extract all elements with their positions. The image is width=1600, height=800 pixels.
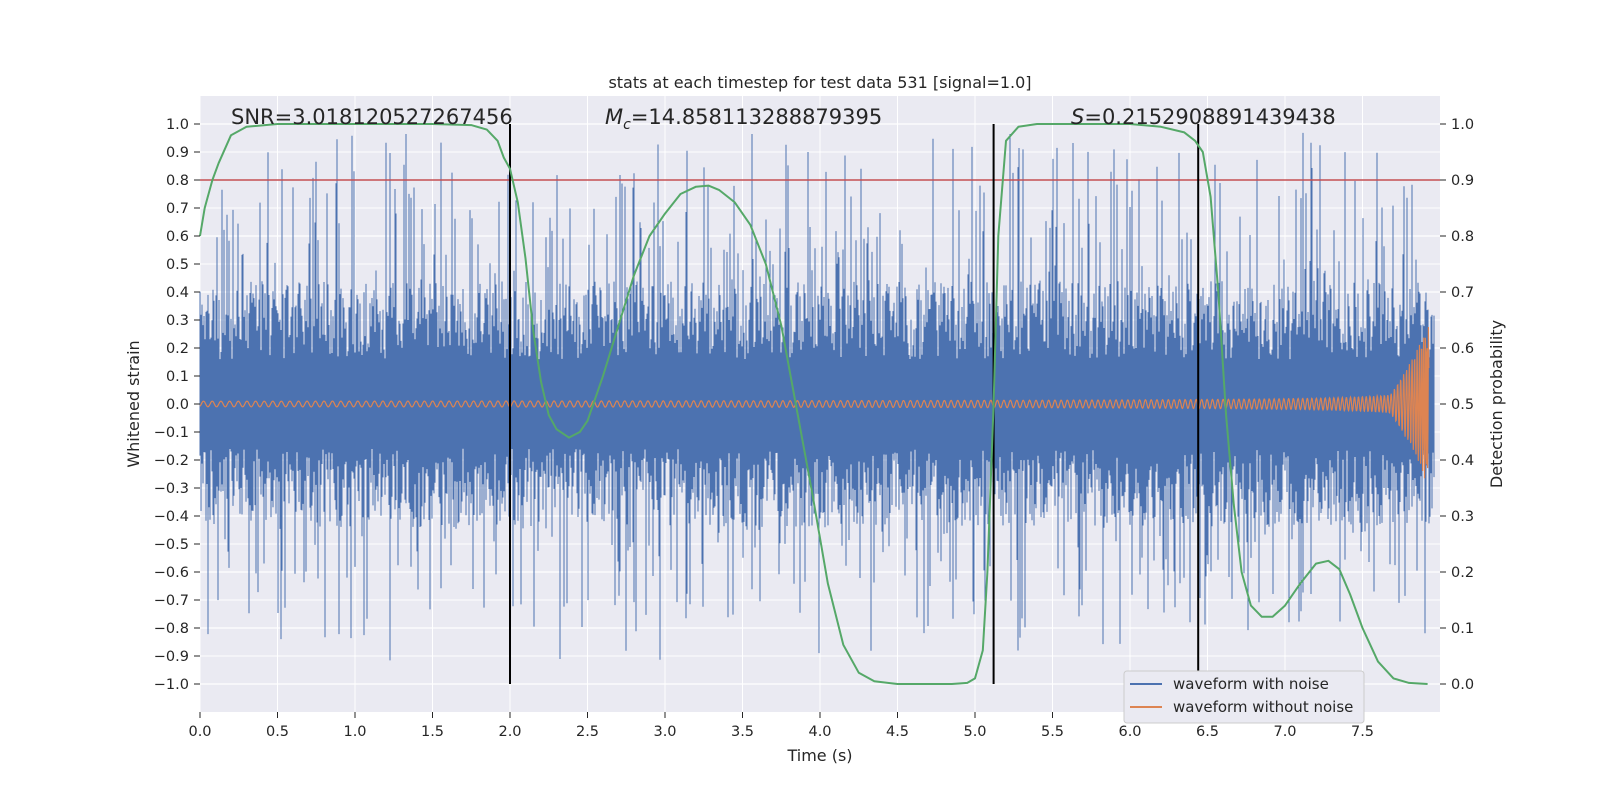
x-tick-label: 7.0	[1273, 724, 1296, 740]
chirp-mass-subscript: c	[623, 117, 631, 133]
y-right-tick-label: 0.8	[1451, 229, 1474, 245]
s-annotation: S=0.2152908891439438	[1071, 105, 1336, 129]
y-left-tick-label: −0.5	[154, 537, 189, 553]
y-left-tick-label: 0.6	[166, 229, 189, 245]
y-axis-label-right: Detection probability	[1487, 320, 1506, 488]
legend-box	[1123, 670, 1365, 724]
noise-waveform-series	[199, 132, 1435, 661]
chirp-mass-value: =14.858113288879395	[631, 105, 882, 129]
y-right-tick-label: 0.1	[1451, 621, 1474, 637]
chirp-mass-symbol: M	[605, 105, 623, 129]
x-tick-label: 3.0	[653, 724, 676, 740]
y-left-tick-label: 0.3	[166, 313, 189, 329]
left-y-axis-ticks: 1.0 0.9 0.8 0.7 0.6 0.5 0.4 0.3 0.2 0.1 0.0 −0.1 −0.…	[154, 117, 200, 693]
x-tick-label: 1.0	[343, 724, 366, 740]
y-left-tick-label: −0.3	[154, 481, 189, 497]
y-left-tick-label: 0.8	[166, 173, 189, 189]
y-left-tick-label: 1.0	[166, 117, 189, 133]
y-left-tick-label: 0.7	[166, 201, 189, 217]
detection-probability-series	[199, 123, 1428, 685]
x-tick-label: 4.5	[886, 724, 909, 740]
x-tick-label: 6.0	[1118, 724, 1141, 740]
x-tick-label: 0.5	[266, 724, 289, 740]
s-value: =0.2152908891439438	[1084, 105, 1335, 129]
y-left-tick-label: −0.1	[154, 425, 189, 441]
x-tick-label: 5.5	[1041, 724, 1064, 740]
x-tick-label: 2.0	[498, 724, 521, 740]
y-left-tick-label: 0.2	[166, 341, 189, 357]
y-right-tick-label: 0.3	[1451, 509, 1474, 525]
y-left-tick-label: −0.2	[154, 453, 189, 469]
y-left-tick-label: −0.4	[154, 509, 189, 525]
probability-layer	[199, 123, 1428, 685]
x-tick-label: 2.5	[576, 724, 599, 740]
y-left-tick-label: −0.9	[154, 649, 189, 665]
legend-label-noise: waveform with noise	[1173, 675, 1329, 693]
y-left-tick-label: 0.9	[166, 145, 189, 161]
y-right-tick-label: 0.2	[1451, 565, 1474, 581]
y-left-tick-label: −1.0	[154, 677, 189, 693]
y-right-tick-label: 0.4	[1451, 453, 1474, 469]
y-left-tick-label: 0.0	[166, 397, 189, 413]
y-right-tick-label: 0.5	[1451, 397, 1474, 413]
chirp-mass-annotation: Mc=14.858113288879395	[605, 105, 882, 133]
chart-title: stats at each timestep for test data 531…	[608, 73, 1031, 92]
y-right-tick-label: 0.9	[1451, 173, 1474, 189]
y-left-tick-label: −0.7	[154, 593, 189, 609]
y-left-tick-label: −0.6	[154, 565, 189, 581]
snr-annotation: SNR=3.018120527267456	[231, 105, 513, 129]
s-symbol: S	[1071, 105, 1084, 129]
y-left-tick-label: 0.4	[166, 285, 189, 301]
y-axis-label-left: Whitened strain	[124, 340, 143, 467]
noise-waveform-layer	[199, 132, 1435, 661]
y-left-tick-label: −0.8	[154, 621, 189, 637]
x-tick-label: 7.5	[1351, 724, 1374, 740]
clean-waveform-series	[199, 326, 1430, 479]
y-left-tick-label: 0.1	[166, 369, 189, 385]
x-tick-label: 3.5	[731, 724, 754, 740]
legend: waveform with noise waveform without noi…	[1123, 670, 1365, 724]
y-right-tick-label: 0.0	[1451, 677, 1474, 693]
x-tick-label: 5.0	[963, 724, 986, 740]
y-left-tick-label: 0.5	[166, 257, 189, 273]
legend-label-clean: waveform without noise	[1173, 698, 1353, 716]
y-right-tick-label: 0.7	[1451, 285, 1474, 301]
y-right-tick-label: 1.0	[1451, 117, 1474, 133]
x-tick-label: 0.0	[188, 724, 211, 740]
x-tick-label: 4.0	[808, 724, 831, 740]
x-axis-label: Time (s)	[786, 746, 852, 765]
x-axis-ticks: 0.0 0.5 1.0 1.5 2.0 2.5 3.0 3.5 4.0 4.5 5.0 5.5 6.0 6…	[188, 712, 1374, 740]
right-y-axis-ticks: 1.0 0.9 0.8 0.7 0.6 0.5 0.4 0.3 0.2 0.1 0.0	[1440, 117, 1474, 693]
clean-waveform-layer	[199, 326, 1430, 479]
x-tick-label: 6.5	[1196, 724, 1219, 740]
y-right-tick-label: 0.6	[1451, 341, 1474, 357]
x-tick-label: 1.5	[421, 724, 444, 740]
